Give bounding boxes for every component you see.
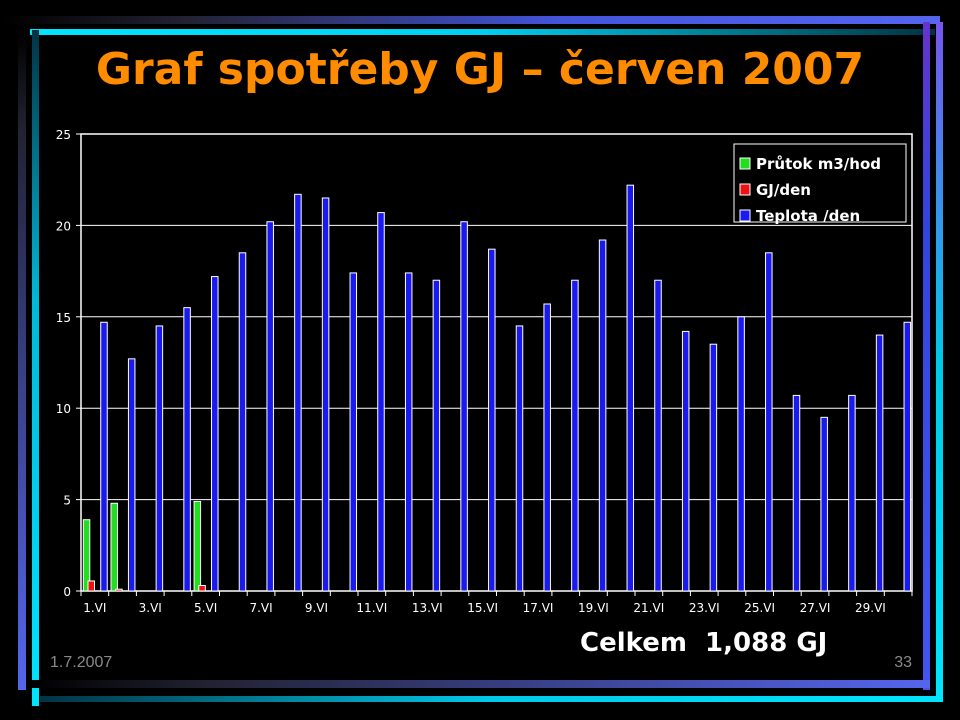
temperature-bar <box>515 325 524 592</box>
legend-swatch <box>739 209 751 222</box>
y-tick-label: 25 <box>56 128 71 142</box>
temperature-bar <box>127 358 136 592</box>
frame-left-cyan-line <box>32 30 39 706</box>
consumption-chart: 0 5 10 15 20 25 1.VI 3.VI 5.VI 7.VI 9.VI 11.VI 13.VI… <box>56 128 913 615</box>
x-tick-label: 5.VI <box>194 601 217 615</box>
temperature-bar <box>903 321 912 592</box>
x-tick-label: 23.VI <box>689 601 720 615</box>
temperature-bar <box>765 252 773 592</box>
frame-top-gradient-line <box>0 16 940 24</box>
temperature-bar <box>211 276 219 592</box>
temperature-bar <box>266 221 274 592</box>
flow-bar <box>193 500 202 592</box>
slide-title: Graf spotřeby GJ – červen 2007 <box>95 44 865 95</box>
temperature-bar <box>543 303 551 592</box>
legend-label: GJ/den <box>756 181 811 199</box>
legend-label: Teplota /den <box>756 207 860 225</box>
legend-swatch <box>739 183 751 196</box>
temperature-bar <box>349 272 358 592</box>
y-tick-label: 10 <box>56 402 71 416</box>
temperature-bar <box>238 252 247 592</box>
temperature-bar <box>848 394 856 592</box>
temperature-bar <box>598 239 607 592</box>
temperature-bar <box>709 343 718 592</box>
footer-date: 1.7.2007 <box>50 654 113 671</box>
legend-swatch <box>739 157 751 170</box>
frame-bottom-gradient-line <box>30 680 930 688</box>
x-tick-label: 1.VI <box>83 601 106 615</box>
temperature-bar <box>571 279 579 592</box>
temperature-bar <box>460 221 468 592</box>
temperature-bar <box>626 184 635 592</box>
frame-left-gradient-line <box>18 30 26 690</box>
temperature-bar <box>377 212 385 592</box>
x-tick-label: 7.VI <box>249 601 272 615</box>
temperature-bar <box>737 316 745 592</box>
temperature-bar <box>321 197 330 592</box>
total-consumption: Celkem 1,088 GJ <box>580 628 828 658</box>
x-tick-label: 9.VI <box>305 601 328 615</box>
temperature-bar <box>432 279 441 592</box>
x-tick-label: 11.VI <box>356 601 387 615</box>
x-tick-label: 17.VI <box>523 601 554 615</box>
x-tick-label: 13.VI <box>412 601 443 615</box>
frame-right-blue-line <box>923 22 930 690</box>
legend-label: Průtok m3/hod <box>756 155 881 173</box>
frame-top-cyan-line <box>30 29 935 35</box>
temperature-bar <box>875 334 884 592</box>
gj-bar <box>87 580 95 592</box>
x-tick-label: 3.VI <box>139 601 162 615</box>
temperature-bar <box>294 193 302 592</box>
temperature-bar <box>681 330 690 592</box>
x-tick-label: 27.VI <box>800 601 831 615</box>
x-tick-label: 29.VI <box>855 601 886 615</box>
y-tick-label: 20 <box>56 219 71 233</box>
flow-bar <box>82 519 91 592</box>
frame-bottom-cyan-line <box>40 696 936 702</box>
legend-box <box>733 143 907 223</box>
y-tick-label: 5 <box>63 494 71 508</box>
gj-bar <box>198 585 206 592</box>
gj-bar <box>115 588 123 592</box>
temperature-bar <box>654 279 662 592</box>
x-tick-label: 21.VI <box>633 601 664 615</box>
temperature-bar <box>820 416 828 592</box>
x-tick-label: 25.VI <box>744 601 775 615</box>
temperature-bar <box>488 248 496 592</box>
x-tick-label: 19.VI <box>578 601 609 615</box>
temperature-bar <box>183 307 191 592</box>
temperature-bar <box>155 325 164 592</box>
page-number: 33 <box>894 654 912 671</box>
temperature-bar <box>792 394 801 592</box>
temperature-bar <box>100 321 108 592</box>
x-tick-label: 15.VI <box>467 601 498 615</box>
y-tick-label: 15 <box>56 311 71 325</box>
y-tick-label: 0 <box>63 585 71 599</box>
frame-right-cyan-line <box>936 22 943 702</box>
flow-bar <box>110 502 118 592</box>
temperature-bar <box>404 272 413 592</box>
